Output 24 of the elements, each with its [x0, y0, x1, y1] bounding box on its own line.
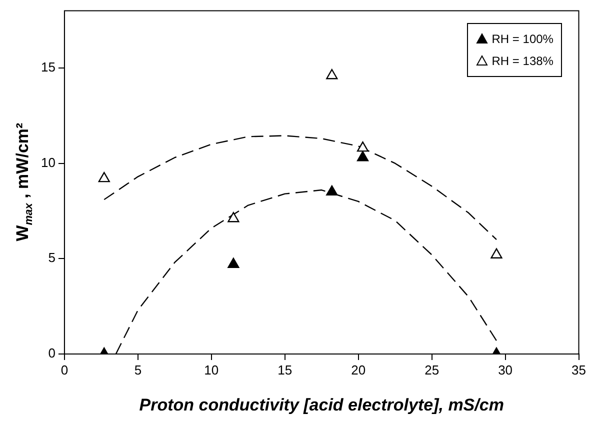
- point: [356, 141, 369, 152]
- x-tick-label: 20: [351, 362, 366, 378]
- point: [490, 248, 502, 258]
- line-series: [104, 135, 498, 240]
- y-tick-label: 5: [48, 250, 56, 266]
- point: [356, 151, 369, 162]
- point: [98, 172, 110, 182]
- point: [228, 212, 240, 222]
- x-tick-label: 5: [134, 362, 142, 378]
- y-tick-label: 15: [40, 60, 56, 75]
- y-tick-label: 0: [48, 346, 56, 361]
- legend-label: RH = 138%: [492, 52, 554, 70]
- x-tick-label: 10: [204, 362, 219, 378]
- x-tick-label: 35: [572, 362, 586, 378]
- x-tick-label: 30: [498, 362, 513, 378]
- point: [326, 69, 338, 80]
- legend-label: RH = 100%: [492, 30, 554, 48]
- point: [326, 185, 338, 196]
- point: [228, 258, 240, 268]
- x-axis-title: Proton conductivity [acid electrolyte], mS/cm: [139, 395, 504, 414]
- x-tick-label: 25: [424, 362, 440, 378]
- x-tick-label: 15: [278, 362, 292, 378]
- x-tick-label: 0: [60, 362, 68, 378]
- y-tick-label: 10: [40, 154, 56, 170]
